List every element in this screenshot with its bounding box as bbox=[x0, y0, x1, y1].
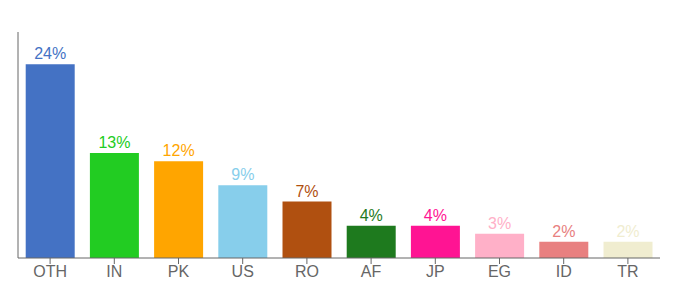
svg-text:EG: EG bbox=[488, 263, 511, 280]
svg-text:AF: AF bbox=[361, 263, 382, 280]
svg-text:4%: 4% bbox=[424, 207, 447, 224]
svg-text:4%: 4% bbox=[360, 207, 383, 224]
svg-text:TR: TR bbox=[617, 263, 638, 280]
svg-text:24%: 24% bbox=[34, 45, 66, 62]
svg-text:JP: JP bbox=[426, 263, 445, 280]
svg-text:ID: ID bbox=[556, 263, 572, 280]
svg-text:3%: 3% bbox=[488, 215, 511, 232]
svg-text:7%: 7% bbox=[295, 183, 318, 200]
svg-text:OTH: OTH bbox=[33, 263, 67, 280]
svg-text:2%: 2% bbox=[552, 223, 575, 240]
svg-text:US: US bbox=[232, 263, 254, 280]
svg-text:13%: 13% bbox=[98, 134, 130, 151]
svg-text:2%: 2% bbox=[616, 223, 639, 240]
svg-text:12%: 12% bbox=[163, 142, 195, 159]
svg-text:9%: 9% bbox=[231, 166, 254, 183]
svg-text:PK: PK bbox=[168, 263, 190, 280]
svg-text:RO: RO bbox=[295, 263, 319, 280]
svg-text:IN: IN bbox=[106, 263, 122, 280]
